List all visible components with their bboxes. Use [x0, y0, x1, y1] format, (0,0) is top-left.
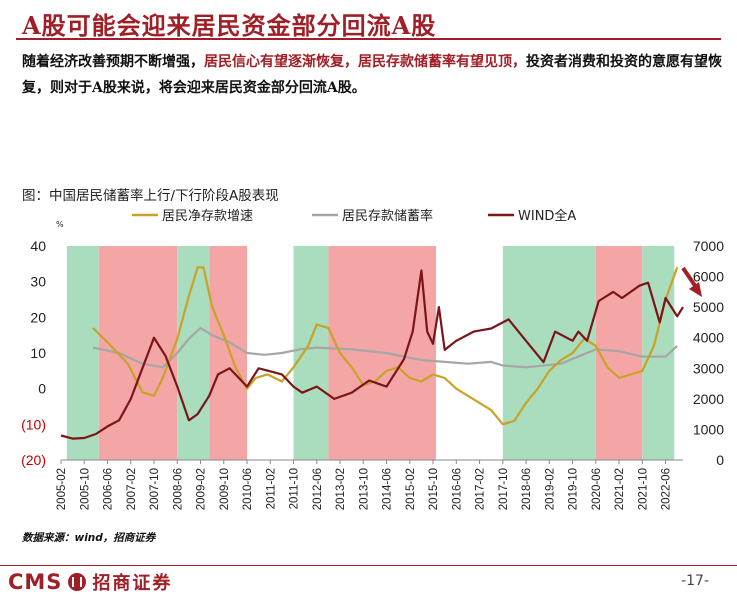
chart-series	[60, 266, 684, 440]
subtitle-part-2: 居民信心有望逐渐恢复，居民存款储蓄率有望见顶，	[204, 54, 526, 70]
chart-bands	[66, 246, 675, 460]
right-tick-label: 7000	[693, 238, 724, 254]
x-tick-label: 2011-10	[289, 468, 301, 509]
series-line-wind-all-a	[60, 269, 684, 440]
legend-label-deposit-growth: 居民净存款增速	[162, 209, 253, 224]
left-tick-label: (20)	[21, 452, 46, 468]
chart-axes: 40 30 20 10 0 (10) (20) 7000 6000 5000 4000 3000 200…	[21, 238, 724, 510]
series-line-saving-rate	[92, 326, 678, 369]
x-tick-label: 2020-06	[591, 468, 603, 510]
right-tick-label: 1000	[693, 421, 724, 437]
x-tick-label: 2010-06	[242, 468, 254, 510]
x-tick-label: 2015-10	[428, 468, 440, 510]
company-logo: CMS 招商证券	[8, 569, 172, 595]
left-tick-label: 0	[38, 381, 46, 397]
x-tick-label: 2013-02	[335, 468, 347, 510]
x-tick-label: 2005-10	[79, 468, 91, 510]
x-tick-label: 2016-06	[451, 468, 463, 510]
right-tick-label: 6000	[693, 269, 724, 285]
left-axis-unit: %	[56, 220, 64, 229]
legend-label-wind-all-a: WIND全A	[518, 208, 576, 224]
left-tick-label: 10	[30, 345, 46, 361]
x-tick-label: 2017-02	[475, 468, 487, 510]
left-tick-label: 20	[30, 309, 46, 325]
figure-title: 图：中国居民储蓄率上行/下行阶段A股表现	[22, 188, 279, 204]
logo-cn-text: 招商证券	[92, 573, 173, 594]
x-tick-label: 2012-06	[312, 468, 324, 510]
band-up-3	[209, 246, 248, 460]
title-underline	[16, 38, 721, 40]
x-tick-label: 2017-10	[498, 468, 510, 510]
trend-arrow	[681, 266, 702, 297]
x-tick-label: 2011-02	[265, 468, 277, 509]
logo-icon	[68, 573, 87, 591]
band-up-1	[98, 246, 178, 460]
legend-label-saving-rate: 居民存款储蓄率	[342, 208, 433, 224]
x-tick-label: 2018-06	[521, 468, 533, 510]
page-title: A股可能会迎来居民资金部分回流A股	[22, 11, 437, 40]
page-subtitle: 随着经济改善预期不断增强，居民信心有望逐渐恢复，居民存款储蓄率有望见顶，投资者消…	[22, 49, 722, 101]
x-tick-label: 2015-02	[405, 468, 417, 510]
left-tick-label: 30	[30, 274, 46, 290]
x-tick-label: 2021-02	[614, 468, 626, 510]
logo-text: CMS	[8, 570, 63, 594]
right-tick-label: 4000	[693, 330, 724, 346]
x-tick-label: 2009-02	[196, 468, 208, 510]
band-down-4	[293, 246, 329, 460]
right-tick-label: 2000	[693, 391, 724, 407]
page-number: -17-	[681, 573, 709, 589]
right-tick-label: 5000	[693, 299, 724, 315]
left-tick-label: (10)	[21, 416, 46, 432]
x-tick-label: 2021-10	[637, 468, 649, 510]
right-tick-label: 3000	[693, 360, 724, 376]
band-up-7	[595, 246, 643, 460]
x-tick-label: 2019-02	[544, 468, 556, 510]
right-tick-label: 0	[716, 452, 724, 468]
chart-legend: 居民净存款增速 居民存款储蓄率 WIND全A	[132, 208, 576, 224]
series-line-deposit-growth	[92, 266, 679, 426]
x-tick-label: 2019-10	[568, 468, 580, 510]
subtitle-part-1: 随着经济改善预期不断增强，	[22, 54, 204, 70]
x-tick-label: 2014-06	[382, 468, 394, 510]
x-tick-label: 2006-06	[103, 468, 115, 510]
x-tick-label: 2007-02	[126, 468, 138, 510]
data-source: 数据来源：wind，招商证券	[22, 532, 156, 544]
x-tick-label: 2009-10	[219, 468, 231, 510]
band-down-0	[66, 246, 99, 460]
band-down-6	[502, 246, 596, 460]
subtitle-part-3: 投资者消费和投资的意愿有望恢复，则对于A股来说，将会迎来居民资金部分回流A股。	[22, 54, 722, 96]
x-tick-label: 2008-06	[172, 468, 184, 510]
left-tick-label: 40	[30, 238, 46, 254]
x-tick-label: 2005-02	[56, 468, 68, 510]
footer-divider	[0, 565, 737, 566]
x-tick-label: 2007-10	[149, 468, 161, 510]
x-tick-label: 2013-10	[358, 468, 370, 510]
x-tick-label: 2022-06	[661, 468, 673, 510]
